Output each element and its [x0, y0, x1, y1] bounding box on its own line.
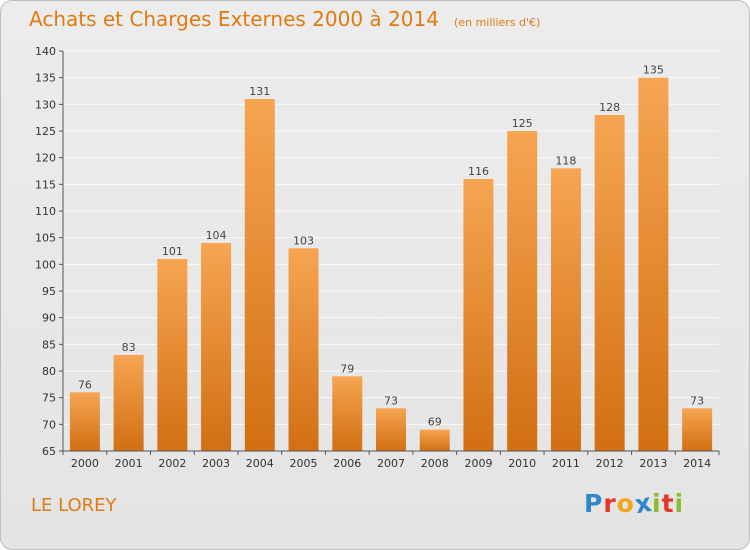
x-tick-label: 2012 — [596, 457, 624, 470]
y-tick-label: 140 — [35, 45, 56, 58]
data-label: 101 — [162, 245, 183, 258]
data-label: 128 — [599, 101, 620, 114]
proxiti-logo: Proxiti — [584, 488, 685, 520]
y-tick-label: 125 — [35, 125, 56, 138]
bar — [244, 99, 275, 451]
chart-unit: (en milliers d'€) — [454, 16, 541, 29]
bar — [419, 429, 450, 451]
logo-letter: t — [661, 489, 675, 518]
axes: 65 70 75 80 85 90 95 100 105 110 115 120 125 130 135 14… — [35, 45, 720, 470]
x-tick-label: 2014 — [683, 457, 711, 470]
bar — [69, 392, 100, 451]
y-tick-label: 70 — [42, 418, 56, 431]
data-label: 118 — [555, 154, 576, 167]
x-tick-label: 2002 — [158, 457, 186, 470]
x-tick-label: 2007 — [377, 457, 405, 470]
chart-title: Achats et Charges Externes 2000 à 2014 — [29, 7, 439, 31]
x-tick-label: 2001 — [115, 457, 143, 470]
y-tick-label: 120 — [35, 152, 56, 165]
bar — [201, 243, 232, 451]
bar — [113, 355, 144, 451]
data-label: 73 — [384, 394, 398, 407]
data-label: 131 — [249, 85, 270, 98]
y-tick-label: 65 — [42, 445, 56, 458]
data-label: 83 — [122, 341, 136, 354]
bar — [682, 408, 713, 451]
bar — [507, 131, 538, 451]
data-label: 125 — [512, 117, 533, 130]
bar — [463, 179, 494, 451]
y-tick-label: 115 — [35, 178, 56, 191]
y-tick-label: 110 — [35, 205, 56, 218]
chart-header: Achats et Charges Externes 2000 à 2014 (… — [29, 7, 540, 31]
bar — [288, 248, 319, 451]
bars — [69, 77, 713, 452]
bar — [638, 77, 669, 452]
data-label: 104 — [206, 229, 227, 242]
data-label: 103 — [293, 234, 314, 247]
bar — [157, 259, 188, 451]
logo-letter: r — [603, 489, 617, 518]
logo-letter: P — [584, 489, 604, 518]
x-tick-label: 2011 — [552, 457, 580, 470]
x-tick-label: 2005 — [290, 457, 318, 470]
y-tick-label: 75 — [42, 392, 56, 405]
y-tick-label: 100 — [35, 258, 56, 271]
y-tick-label: 90 — [42, 312, 56, 325]
bar — [332, 376, 363, 451]
bar — [594, 115, 625, 451]
data-label: 69 — [428, 416, 442, 429]
x-tick-label: 2009 — [464, 457, 492, 470]
x-tick-label: 2000 — [71, 457, 99, 470]
y-tick-label: 85 — [42, 338, 56, 351]
x-tick-label: 2006 — [333, 457, 361, 470]
y-tick-label: 135 — [35, 72, 56, 85]
data-label: 79 — [340, 362, 354, 375]
x-tick-label: 2004 — [246, 457, 274, 470]
y-tick-label: 105 — [35, 232, 56, 245]
data-labels: 76 83 101 104 131 103 79 73 69 116 125 118 128 135 73 — [78, 64, 704, 429]
x-tick-label: 2008 — [421, 457, 449, 470]
data-label: 135 — [643, 64, 664, 77]
logo-letter: i — [674, 489, 685, 518]
logo-letter: o — [616, 489, 635, 518]
commune-name: LE LOREY — [31, 495, 117, 516]
logo-letter: i — [652, 489, 662, 518]
data-label: 76 — [78, 378, 92, 391]
x-tick-label: 2010 — [508, 457, 536, 470]
data-label: 116 — [468, 165, 489, 178]
x-tick-label: 2003 — [202, 457, 230, 470]
y-tick-label: 80 — [42, 365, 56, 378]
bar — [550, 168, 581, 452]
bar — [376, 408, 406, 451]
y-tick-label: 130 — [35, 98, 56, 111]
y-tick-label: 95 — [42, 285, 56, 298]
data-label: 73 — [690, 394, 704, 407]
x-tick-label: 2013 — [639, 457, 667, 470]
